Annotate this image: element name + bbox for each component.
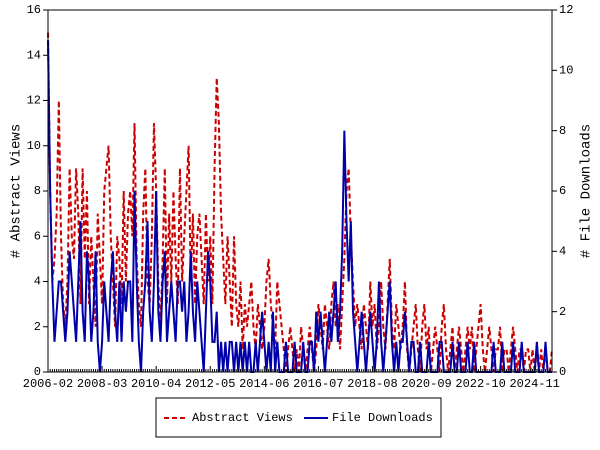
plot-area xyxy=(47,32,553,373)
y-tick-label: 16 xyxy=(27,3,41,17)
y2-tick-label: 12 xyxy=(559,3,573,17)
legend-label: Abstract Views xyxy=(192,411,293,425)
y2-tick-label: 2 xyxy=(559,305,566,319)
y2-axis-label: # File Downloads xyxy=(579,124,595,258)
x-tick-label: 2018-08 xyxy=(347,377,397,391)
y2-tick-label: 0 xyxy=(559,365,566,379)
y-tick-label: 4 xyxy=(34,275,41,289)
y-tick-label: 2 xyxy=(34,320,41,334)
x-tick-label: 2012-05 xyxy=(185,377,235,391)
y-axis-label: # Abstract Views xyxy=(9,124,25,258)
series-line xyxy=(47,32,553,373)
x-tick-label: 2024-11 xyxy=(509,377,559,391)
y-tick-label: 8 xyxy=(34,184,41,198)
x-tick-label: 2016-07 xyxy=(293,377,343,391)
y2-tick-label: 4 xyxy=(559,245,566,259)
x-tick-label: 2006-02 xyxy=(23,377,73,391)
y2-tick-label: 6 xyxy=(559,184,566,198)
y-tick-label: 14 xyxy=(27,48,41,62)
y-tick-label: 12 xyxy=(27,94,41,108)
legend-label: File Downloads xyxy=(332,411,433,425)
legend xyxy=(155,397,442,438)
y-tick-label: 10 xyxy=(27,139,41,153)
x-tick-label: 2008-03 xyxy=(77,377,127,391)
x-tick-label: 2020-09 xyxy=(401,377,451,391)
y2-tick-label: 10 xyxy=(559,64,573,78)
y-tick-label: 0 xyxy=(34,365,41,379)
x-tick-label: 2014-06 xyxy=(239,377,289,391)
y2-tick-label: 8 xyxy=(559,124,566,138)
x-tick-label: 2010-04 xyxy=(131,377,181,391)
y-tick-label: 6 xyxy=(34,229,41,243)
x-tick-label: 2022-10 xyxy=(455,377,505,391)
